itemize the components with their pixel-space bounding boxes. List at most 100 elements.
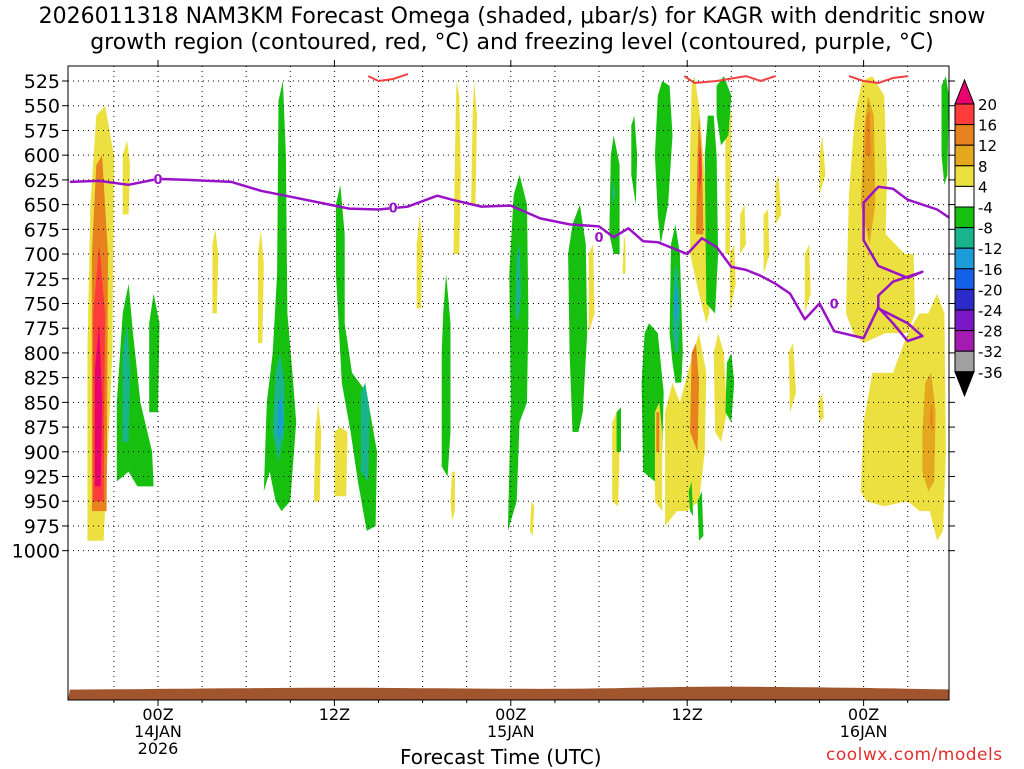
freezing-level-label: 0 <box>153 173 162 188</box>
omega-region <box>941 76 949 185</box>
omega-region <box>616 407 621 452</box>
omega-region <box>334 427 348 497</box>
y-tick-label: 650 <box>24 195 60 217</box>
omega-region <box>763 209 770 274</box>
omega-region <box>690 343 699 452</box>
omega-region <box>263 81 297 512</box>
omega-region <box>122 140 131 215</box>
colorbar-bin <box>954 288 975 311</box>
colorbar-bin <box>954 165 975 187</box>
freezing-level-label-bg <box>595 230 603 244</box>
x-tick-label: 16JAN <box>840 722 888 741</box>
y-tick-label: 850 <box>24 392 60 414</box>
omega-region <box>922 372 936 492</box>
omega-region <box>865 110 871 156</box>
omega-region <box>688 481 694 517</box>
omega-region <box>818 392 824 423</box>
omega-region <box>515 244 522 324</box>
omega-region <box>713 333 727 442</box>
omega-region <box>360 382 370 482</box>
omega-region <box>529 501 535 536</box>
colorbar-bin <box>954 185 975 208</box>
omega-region <box>277 397 283 442</box>
y-tick-label: 600 <box>24 145 60 167</box>
colorbar-bin <box>954 330 975 352</box>
colorbar-label: 20 <box>978 96 997 114</box>
freezing-level-label: 0 <box>389 202 398 217</box>
y-axis-ticks: 5255505756006256506757007257507758008258… <box>12 71 955 563</box>
colorbar-label: -12 <box>978 240 1003 258</box>
chart-title-line-1: 2026011318 NAM3KM Forecast Omega (shaded… <box>38 4 986 29</box>
colorbar-bin <box>954 103 975 126</box>
credit-link[interactable]: coolwx.com/models <box>826 745 1003 765</box>
colorbar-label: -8 <box>978 220 993 238</box>
y-tick-label: 825 <box>24 368 60 390</box>
x-axis-label: Forecast Time (UTC) <box>400 745 602 769</box>
y-tick-label: 975 <box>24 516 60 538</box>
omega-region <box>612 174 616 205</box>
omega-region <box>697 491 704 541</box>
omega-region <box>631 115 638 205</box>
x-tick-label: 12Z <box>319 705 350 724</box>
plot-background <box>68 66 949 700</box>
omega-region <box>804 244 811 314</box>
dendritic-growth-contours <box>367 73 908 85</box>
plot-border <box>67 65 950 701</box>
omega-region <box>441 273 451 477</box>
omega-region <box>860 293 946 541</box>
terrain <box>68 686 949 700</box>
y-tick-label: 550 <box>24 96 60 118</box>
y-tick-label: 1000 <box>12 541 60 563</box>
omega-region <box>453 81 461 254</box>
colorbar-bin <box>954 350 975 373</box>
dendritic-contour <box>683 75 776 85</box>
colorbar-bin <box>954 124 975 146</box>
y-tick-label: 900 <box>24 442 60 464</box>
x-tick-label: 2026 <box>138 739 179 758</box>
y-tick-label: 750 <box>24 293 60 315</box>
omega-region <box>929 402 933 432</box>
omega-region <box>94 323 103 487</box>
chart-title: 2026011318 NAM3KM Forecast Omega (shaded… <box>0 4 1024 56</box>
omega-region <box>775 174 782 225</box>
colorbar-bin <box>954 206 975 229</box>
y-tick-label: 950 <box>24 491 60 513</box>
y-tick-label: 775 <box>24 318 60 340</box>
plot-frame <box>67 65 950 701</box>
x-tick-label: 15JAN <box>487 722 535 741</box>
omega-region <box>716 76 732 146</box>
chart-title-line-2: growth region (contoured, red, °C) and f… <box>90 30 934 55</box>
x-tick-label: 14JAN <box>134 722 182 741</box>
omega-region <box>699 145 702 195</box>
y-tick-label: 575 <box>24 120 60 142</box>
colorbar-label: 4 <box>978 178 988 196</box>
y-tick-label: 525 <box>24 71 60 93</box>
x-tick-label: 00Z <box>142 705 173 724</box>
colorbar-bottom-arrow <box>954 371 975 398</box>
y-tick-label: 875 <box>24 417 60 439</box>
colorbar-bin <box>954 268 975 290</box>
colorbar-bin <box>954 144 975 167</box>
omega-region <box>819 135 826 195</box>
omega-region <box>416 214 423 309</box>
dendritic-contour <box>367 73 409 83</box>
freezing-level-label-bg <box>154 171 162 185</box>
omega-region <box>704 115 719 314</box>
omega-region <box>588 244 595 334</box>
freezing-level-line <box>69 177 949 343</box>
colorbar-label: -4 <box>978 199 993 217</box>
colorbar-label: -32 <box>978 343 1003 361</box>
colorbar-label: -16 <box>978 261 1003 279</box>
omega-region <box>674 283 679 324</box>
omega-region <box>656 412 660 452</box>
colorbar-label: -36 <box>978 364 1003 382</box>
colorbar-bin <box>954 309 975 332</box>
colorbar-label: 12 <box>978 137 997 155</box>
colorbar-bin <box>954 247 975 270</box>
freezing-level-label-bg <box>389 200 398 214</box>
freezing-level-label-bg <box>830 296 839 310</box>
colorbar-label: 8 <box>978 158 988 176</box>
colorbar-label: -24 <box>978 302 1003 320</box>
